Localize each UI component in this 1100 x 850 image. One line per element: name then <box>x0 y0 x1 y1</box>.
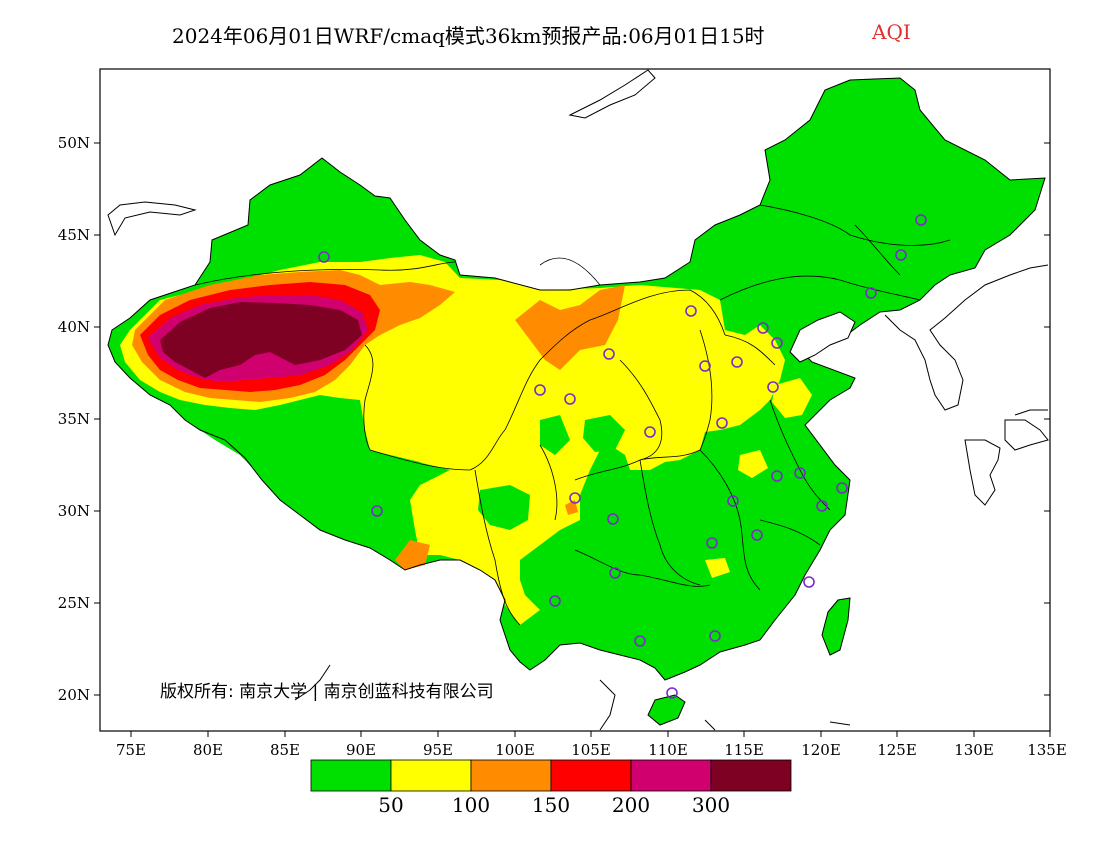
city-marker <box>767 381 779 393</box>
lon-tick-label: 95E <box>423 741 453 759</box>
city-marker <box>915 214 927 226</box>
city-marker <box>666 687 678 699</box>
lat-tick-label: 50N <box>58 134 90 152</box>
city-marker <box>634 635 646 647</box>
coastlines <box>107 69 1049 731</box>
city-marker <box>716 417 728 429</box>
city-marker <box>771 337 783 349</box>
hainan <box>647 694 686 726</box>
city-marker <box>803 576 815 588</box>
lat-tick-label: 40N <box>58 318 90 336</box>
city-marker <box>816 500 828 512</box>
city-marker <box>706 537 718 549</box>
map-frame <box>99 68 1051 732</box>
legend-label: 300 <box>692 793 730 817</box>
city-marker <box>836 482 848 494</box>
city-marker <box>318 251 330 263</box>
lon-tick-label: 120E <box>801 741 841 759</box>
lon-tick-label: 130E <box>954 741 994 759</box>
lat-axis: 50N 45N 40N 35N 30N 25N 20N <box>58 134 1050 704</box>
bohai-sea <box>789 311 856 363</box>
legend-label: 50 <box>378 793 403 817</box>
legend-label: 150 <box>532 793 570 817</box>
city-marker <box>771 470 783 482</box>
legend-swatch <box>470 759 552 792</box>
copyright-text: 版权所有: 南京大学 | 南京创蓝科技有限公司 <box>160 682 494 702</box>
city-marker <box>757 322 769 334</box>
city-marker <box>895 249 907 261</box>
city-marker <box>609 567 621 579</box>
legend-label: 100 <box>452 793 490 817</box>
city-marker <box>603 348 615 360</box>
lat-tick-label: 45N <box>58 226 90 244</box>
lon-tick-label: 135E <box>1027 741 1067 759</box>
lat-tick-label: 25N <box>58 594 90 612</box>
legend-swatch <box>630 759 712 792</box>
legend-label: 200 <box>612 793 650 817</box>
color-legend: 50 100 150 200 300 <box>310 759 792 817</box>
province-boundaries <box>194 204 951 626</box>
city-marker <box>644 426 656 438</box>
city-marker <box>709 630 721 642</box>
lat-tick-label: 35N <box>58 410 90 428</box>
city-marker <box>685 305 697 317</box>
city-marker <box>569 492 581 504</box>
variable-label: AQI <box>872 20 911 44</box>
aqi-field <box>108 78 1045 680</box>
map-title: 2024年06月01日WRF/cmaq模式36km预报产品:06月01日15时 <box>172 24 765 48</box>
city-marker <box>751 529 763 541</box>
lon-tick-label: 115E <box>724 741 764 759</box>
city-marker <box>371 505 383 517</box>
city-marker <box>564 393 576 405</box>
aqi-maroon-region <box>160 302 362 378</box>
city-marker <box>731 356 743 368</box>
city-markers <box>318 214 927 699</box>
lat-tick-label: 20N <box>58 686 90 704</box>
city-marker <box>727 495 739 507</box>
lon-tick-label: 110E <box>648 741 688 759</box>
legend-swatch <box>550 759 632 792</box>
city-marker <box>699 360 711 372</box>
lon-tick-label: 75E <box>116 741 146 759</box>
city-marker <box>534 384 546 396</box>
legend-swatch <box>390 759 472 792</box>
taiwan <box>821 597 851 656</box>
lon-tick-label: 125E <box>877 741 917 759</box>
legend-swatch <box>710 759 792 792</box>
lon-tick-label: 100E <box>495 741 535 759</box>
lon-tick-label: 80E <box>193 741 223 759</box>
legend-swatch <box>310 759 392 792</box>
city-marker <box>549 595 561 607</box>
lon-tick-label: 85E <box>270 741 300 759</box>
lon-tick-label: 90E <box>346 741 376 759</box>
city-marker <box>865 287 877 299</box>
lon-axis: 75E 80E 85E 90E 95E 100E 105E 110E 115E … <box>116 731 1067 759</box>
city-marker <box>794 467 806 479</box>
city-marker <box>607 513 619 525</box>
lon-tick-label: 105E <box>571 741 611 759</box>
lat-tick-label: 30N <box>58 502 90 520</box>
